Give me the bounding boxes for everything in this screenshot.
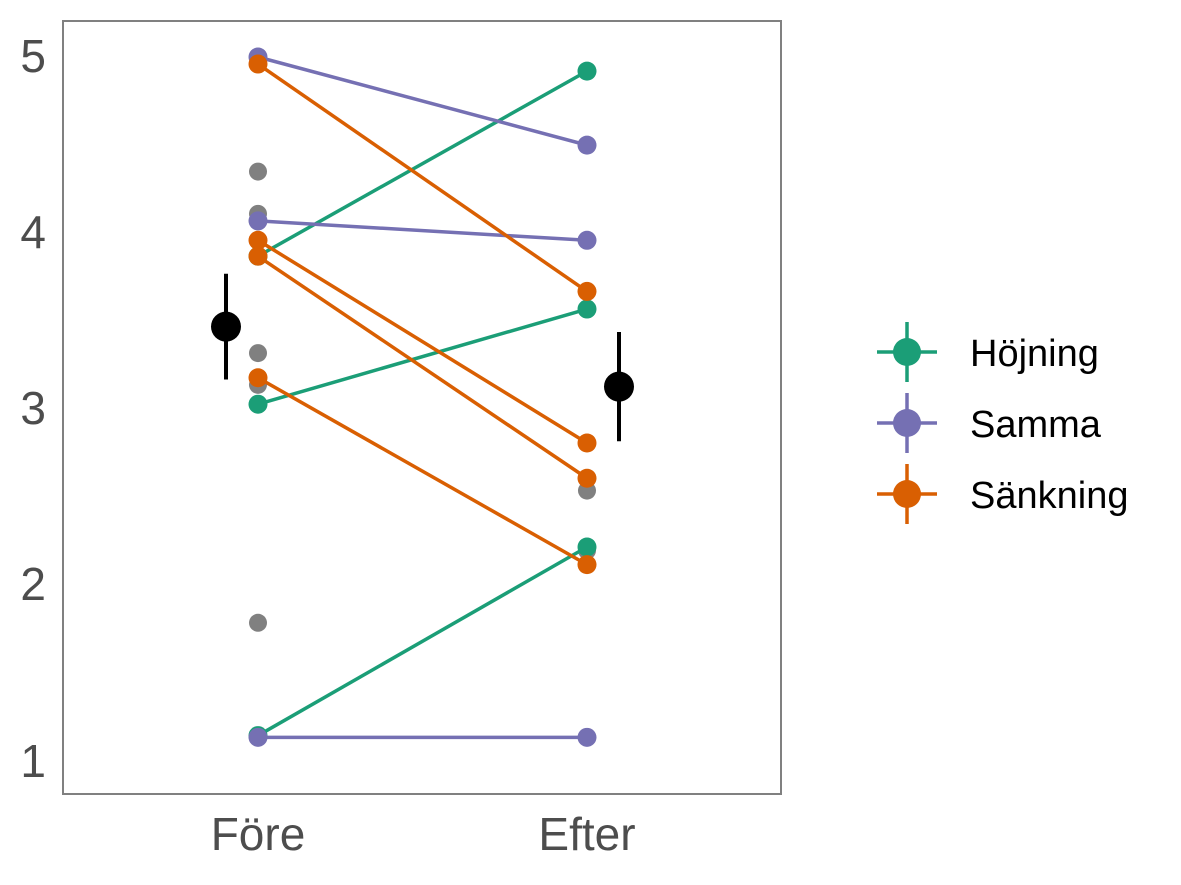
plot-panel	[62, 20, 782, 795]
summary-mean-point	[211, 311, 241, 342]
legend-label: Sänkning	[970, 475, 1128, 517]
x-tick-label-fore: Före	[211, 808, 306, 860]
pair-line-hojning	[257, 307, 588, 406]
pair-line-samma	[257, 219, 588, 243]
y-tick-label: 2	[20, 558, 46, 610]
marks	[211, 47, 634, 747]
after-point-samma	[577, 135, 597, 155]
after-point-hojning	[577, 299, 597, 319]
after-point-sankning	[577, 468, 597, 488]
x-tick-label-efter: Efter	[538, 808, 635, 860]
legend-key-dot	[893, 480, 921, 508]
y-tick-label: 1	[20, 735, 46, 787]
pair-line-sankning	[257, 62, 588, 293]
before-point-samma	[248, 727, 268, 747]
unpaired-point	[249, 344, 267, 363]
summary-mean-point	[604, 371, 634, 402]
before-point-sankning	[248, 54, 268, 74]
after-point-samma	[577, 727, 597, 747]
y-tick-label: 5	[20, 30, 46, 82]
legend-key-dot	[893, 338, 921, 366]
unpaired-point	[249, 162, 267, 181]
before-point-sankning	[248, 230, 268, 250]
before-point-sankning	[248, 246, 268, 266]
pair-line-sankning	[257, 238, 588, 445]
unpaired-point	[249, 613, 267, 632]
legend-item-sankning: Sänkning	[877, 464, 1128, 524]
before-point-samma	[248, 211, 268, 231]
y-tick-label: 4	[20, 206, 46, 258]
y-axis: 1 2 3 4 5	[20, 30, 46, 787]
legend-label: Höjning	[970, 333, 1099, 375]
legend-item-hojning: Höjning	[877, 322, 1099, 382]
legend-key-dot	[893, 409, 921, 437]
after-point-hojning	[577, 537, 597, 557]
pair-line-sankning	[257, 254, 588, 480]
pair-line-hojning	[257, 545, 588, 738]
legend: Höjning Samma Sänkning	[877, 322, 1128, 524]
pair-line-sankning	[257, 376, 588, 567]
x-axis: Före Efter	[211, 808, 636, 860]
legend-label: Samma	[970, 404, 1102, 446]
after-point-sankning	[577, 433, 597, 453]
before-point-hojning	[248, 394, 268, 414]
after-point-sankning	[577, 555, 597, 575]
after-point-sankning	[577, 281, 597, 301]
after-point-hojning	[577, 61, 597, 81]
y-tick-label: 3	[20, 382, 46, 434]
legend-item-samma: Samma	[877, 393, 1102, 453]
after-point-samma	[577, 230, 597, 250]
pair-line-samma	[257, 55, 588, 147]
before-point-sankning	[248, 368, 268, 388]
